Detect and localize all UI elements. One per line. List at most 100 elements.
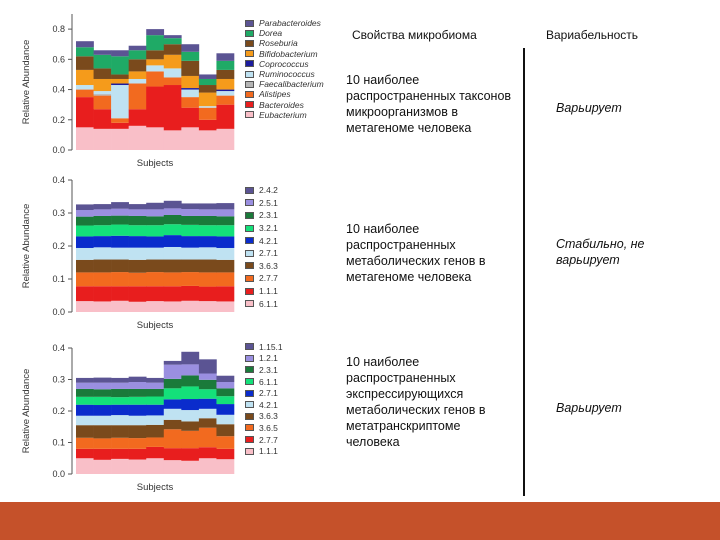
bar-segment bbox=[181, 399, 200, 411]
y-axis-label: Relative Abundance bbox=[21, 204, 32, 289]
bar-segment bbox=[111, 404, 129, 416]
legend-item: Alistipes bbox=[245, 89, 324, 99]
bar-segment bbox=[216, 78, 235, 90]
legend-item: 1.15.1 bbox=[245, 341, 283, 353]
legend-label: 2.5.1 bbox=[259, 197, 278, 208]
y-tick-label: 0.6 bbox=[52, 54, 65, 64]
bar-segment bbox=[93, 259, 112, 273]
legend-item: 1.1.1 bbox=[245, 285, 278, 298]
bar-segment bbox=[163, 388, 182, 400]
bar-segment bbox=[216, 396, 235, 405]
bar-segment bbox=[163, 38, 182, 45]
legend-label: Bifidobacterium bbox=[259, 48, 318, 59]
bar-segment bbox=[146, 301, 165, 312]
bar-segment bbox=[181, 224, 200, 237]
bar-segment bbox=[128, 109, 147, 126]
bar-segment bbox=[111, 50, 129, 57]
bar-segment bbox=[93, 415, 112, 426]
legend-swatch bbox=[245, 80, 254, 88]
legend-label: 2.7.7 bbox=[259, 273, 278, 284]
bar-segment bbox=[181, 300, 200, 312]
bar-segment bbox=[198, 389, 217, 399]
bar-segment bbox=[93, 109, 112, 129]
bar-segment bbox=[76, 69, 94, 86]
bar-segment bbox=[111, 382, 129, 389]
bar-segment bbox=[163, 399, 182, 409]
bar-segment bbox=[93, 389, 112, 397]
legend-item: Ruminococcus bbox=[245, 69, 324, 79]
bar-segment bbox=[163, 460, 182, 474]
bar-segment bbox=[128, 376, 147, 383]
bar-segment bbox=[128, 225, 147, 237]
bar-segment bbox=[146, 225, 165, 237]
bar-segment bbox=[93, 54, 112, 69]
bar-segment bbox=[181, 460, 200, 474]
bar-segment bbox=[198, 130, 217, 150]
bar-segment bbox=[111, 300, 129, 312]
bar-segment bbox=[163, 54, 182, 69]
legend-item: 2.5.1 bbox=[245, 197, 278, 210]
bar-segment bbox=[216, 404, 235, 415]
bar-segment bbox=[76, 89, 94, 98]
bar-segment bbox=[216, 272, 235, 287]
bar-segment bbox=[76, 382, 94, 389]
bar-segment bbox=[146, 216, 165, 226]
chart-legend: 1.15.1 1.2.1 2.3.1 6.1.1 2.7.1 4.2.1 3.6.3 3.6.… bbox=[245, 341, 283, 457]
legend-item: 6.1.1 bbox=[245, 297, 278, 310]
bar-segment bbox=[181, 386, 200, 400]
legend-item: 1.2.1 bbox=[245, 353, 283, 365]
bar-segment bbox=[181, 272, 200, 286]
chart-svg: 0.0 0.1 0.2 0.3 0.4 Relative Abundance Subject… bbox=[21, 175, 235, 331]
bar-segment bbox=[76, 377, 94, 383]
bar-segment bbox=[198, 209, 217, 216]
bar-segment bbox=[93, 225, 112, 237]
bar-segment bbox=[111, 78, 129, 84]
bar-segment bbox=[216, 104, 235, 129]
x-axis-label: Subjects bbox=[137, 320, 174, 331]
bar-segment bbox=[128, 259, 147, 273]
bar-segment bbox=[181, 259, 200, 273]
legend-label: Coprococcus bbox=[259, 58, 309, 69]
bar-segment bbox=[198, 427, 217, 448]
bar-segment bbox=[146, 446, 165, 459]
footer-bar bbox=[0, 502, 720, 540]
bar-segment bbox=[163, 77, 182, 86]
chart-svg: 0.0 0.2 0.4 0.6 0.8 Relative Abundance Subject… bbox=[21, 14, 235, 169]
bar-segment bbox=[111, 458, 129, 474]
legend-swatch bbox=[245, 211, 254, 219]
y-tick-label: 0.2 bbox=[52, 406, 65, 416]
bar-segment bbox=[181, 448, 200, 461]
bar-segment bbox=[163, 364, 182, 379]
legend-item: 2.7.7 bbox=[245, 272, 278, 285]
legend-swatch bbox=[245, 287, 254, 295]
bar-segment bbox=[111, 448, 129, 459]
bar-segment bbox=[181, 97, 200, 108]
legend-swatch bbox=[245, 101, 254, 109]
bar-segment bbox=[76, 204, 94, 211]
bar-segment bbox=[128, 125, 147, 150]
bar-segment bbox=[93, 236, 112, 248]
legend-label: 2.4.2 bbox=[259, 185, 278, 196]
bar-segment bbox=[76, 216, 94, 226]
legend-item: 2.3.1 bbox=[245, 209, 278, 222]
legend-label: Bacteroides bbox=[259, 99, 304, 110]
legend-swatch bbox=[245, 50, 254, 58]
bar-segment bbox=[146, 286, 165, 302]
legend-label: 6.1.1 bbox=[259, 376, 278, 387]
legend-swatch bbox=[245, 60, 254, 68]
legend-swatch bbox=[245, 436, 254, 444]
legend-swatch bbox=[245, 19, 254, 27]
bar-segment bbox=[111, 85, 129, 119]
bar-segment bbox=[146, 59, 165, 66]
bar-segment bbox=[76, 236, 94, 248]
bar-segment bbox=[198, 408, 217, 419]
bar-segment bbox=[216, 53, 235, 61]
bar-segment bbox=[216, 414, 235, 425]
legend-swatch bbox=[245, 262, 254, 270]
bar-segment bbox=[93, 128, 112, 150]
bar-segment bbox=[93, 448, 112, 460]
bar-segment bbox=[128, 459, 147, 474]
bar-segment bbox=[163, 68, 182, 78]
bar-segment bbox=[216, 459, 235, 474]
bar-segment bbox=[128, 404, 147, 416]
